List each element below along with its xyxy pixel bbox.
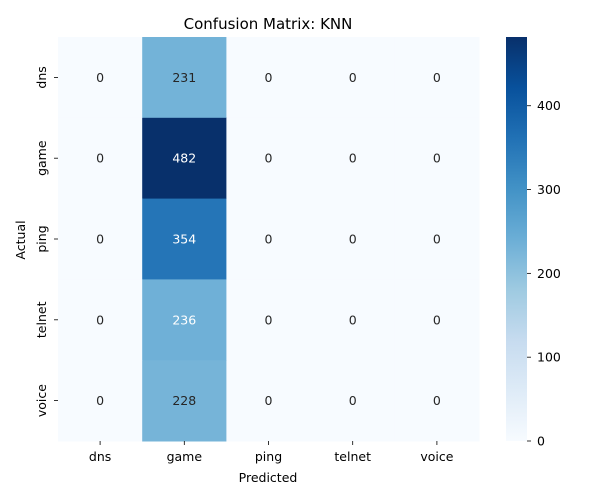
heatmap-cell [310,117,396,200]
y-tick-label: telnet [34,301,49,338]
cell-value-label: 354 [172,232,196,247]
heatmap-cell [226,37,312,119]
colorbar-tick-label: 400 [537,98,561,113]
heatmap-cell [58,360,143,442]
heatmap-cell [394,198,480,280]
heatmap-cell [142,279,227,361]
heatmap-cell [142,198,227,280]
cell-value-label: 0 [265,393,273,408]
cell-value-label: 0 [96,70,104,85]
cell-value-label: 0 [265,312,273,327]
cell-value-label: 0 [96,312,104,327]
heatmap-cell [310,360,396,442]
x-tick-label: dns [89,449,111,464]
heatmap-cell [226,117,312,200]
cell-value-label: 228 [172,393,196,408]
colorbar-tick-label: 100 [537,350,561,365]
heatmap-cell [226,360,312,442]
heatmap-cell [58,198,143,280]
colorbar-ticks: 0 100 200 300 400 [527,98,561,449]
cell-value-label: 0 [349,393,357,408]
y-tick-label: voice [34,384,49,417]
cell-value-label: 0 [433,151,441,166]
colorbar [506,37,527,441]
colorbar-tick-label: 0 [537,434,545,449]
heatmap-cell [310,37,396,119]
heatmap-cell [142,360,227,442]
heatmap-cell [394,360,480,442]
cell-value-label: 0 [349,151,357,166]
heatmap-cell [142,117,227,200]
cell-value-label: 0 [433,70,441,85]
y-axis: dns game ping telnet voice [34,66,58,417]
x-tick-label: voice [420,449,453,464]
heatmap-cell [394,117,480,200]
heatmap-cell [310,198,396,280]
heatmap-cell [58,37,143,119]
cell-value-label: 0 [96,232,104,247]
colorbar-tick-label: 200 [537,266,561,281]
heatmap-cell-labels: 0 231 0 0 0 0 482 0 0 0 0 354 0 0 0 0 236 0 0 0 0 228 0 0 0 [96,70,441,408]
cell-value-label: 0 [96,393,104,408]
heatmap-cell [394,279,480,361]
heatmap-cell [226,198,312,280]
cell-value-label: 0 [265,70,273,85]
heatmap-cell [226,279,312,361]
cell-value-label: 0 [349,70,357,85]
cell-value-label: 0 [433,393,441,408]
y-axis-label: Actual [13,220,28,259]
cell-value-label: 0 [433,232,441,247]
colorbar-tick-label: 300 [537,182,561,197]
heatmap-cells [58,37,480,442]
heatmap-cell [58,279,143,361]
y-tick-label: ping [34,225,49,252]
cell-value-label: 0 [349,232,357,247]
heatmap-cell [58,117,143,200]
chart-title: Confusion Matrix: KNN [184,15,353,33]
cell-value-label: 231 [172,70,196,85]
cell-value-label: 236 [172,312,196,327]
heatmap-cell [394,37,480,119]
heatmap-cell [142,37,227,119]
heatmap-cell [310,279,396,361]
cell-value-label: 0 [265,232,273,247]
cell-value-label: 0 [96,151,104,166]
x-tick-label: ping [255,449,282,464]
x-axis: dns game ping telnet voice [89,441,454,464]
cell-value-label: 0 [349,312,357,327]
cell-value-label: 0 [265,151,273,166]
x-tick-label: game [167,449,203,464]
cell-value-label: 482 [172,151,196,166]
x-tick-label: telnet [334,449,371,464]
x-axis-label: Predicted [239,470,298,485]
y-tick-label: game [34,140,49,176]
cell-value-label: 0 [433,312,441,327]
y-tick-label: dns [34,66,49,88]
